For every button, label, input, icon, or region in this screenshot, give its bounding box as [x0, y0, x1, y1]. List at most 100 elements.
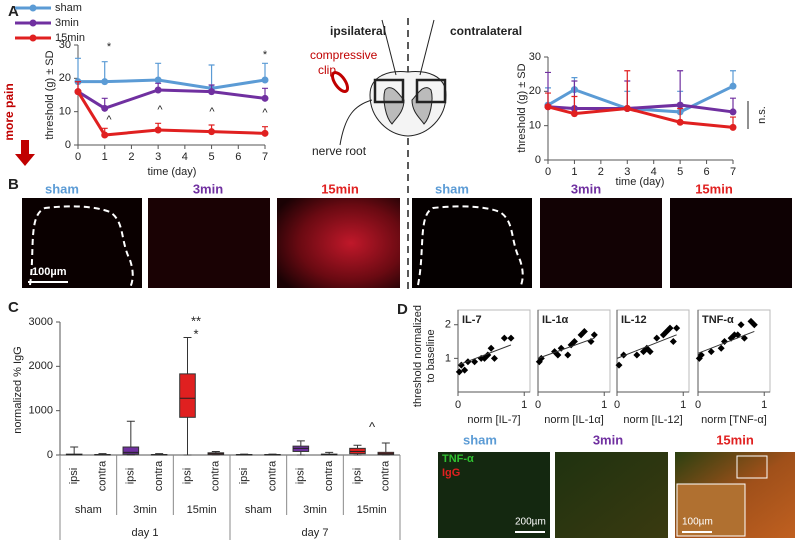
- x-tick-label: contra: [96, 460, 108, 491]
- x-tick-label: 5: [677, 166, 683, 178]
- data-point: [633, 351, 641, 359]
- data-point: [646, 348, 654, 356]
- x-tick-label: ipsi: [351, 468, 363, 485]
- x-tick-label: 2: [598, 166, 604, 178]
- x-tick-label: 1: [680, 399, 686, 411]
- data-point: [615, 361, 623, 369]
- panel-label: A: [8, 3, 19, 20]
- plot-title: IL-1α: [542, 314, 569, 326]
- image-label: 15min: [321, 181, 359, 196]
- data-point: [455, 368, 463, 376]
- x-tick-label: 0: [695, 399, 701, 411]
- x-tick-label: contra: [323, 460, 335, 491]
- x-tick-label: 4: [651, 166, 657, 178]
- image-label: 3min: [571, 181, 601, 196]
- x-tick-label: 1: [571, 166, 577, 178]
- x-tick-label: 1: [102, 151, 108, 163]
- fit-line: [616, 334, 677, 359]
- spinal-cord: [330, 19, 447, 146]
- y-axis-label: threshold (g) ± SD: [516, 63, 528, 152]
- x-axis-label: norm [IL-1α]: [544, 414, 604, 426]
- image-label: sham: [435, 181, 469, 196]
- data-point: [261, 129, 269, 137]
- data-point: [750, 321, 758, 329]
- day-label: day 1: [132, 527, 159, 539]
- annotation: *: [107, 41, 112, 53]
- x-tick-label: 0: [535, 399, 541, 411]
- x-tick-label: 1: [761, 399, 767, 411]
- group-label: 15min: [357, 504, 387, 516]
- x-tick-label: ipsi: [238, 468, 250, 485]
- data-point: [507, 334, 515, 342]
- data-point: [653, 334, 661, 342]
- image-label: sham: [463, 432, 497, 447]
- data-point: [154, 86, 162, 94]
- y-tick-label: 3000: [29, 316, 53, 328]
- x-tick-label: contra: [266, 460, 278, 491]
- data-point: [487, 344, 495, 352]
- y-tick-label: 10: [59, 106, 71, 118]
- data-point: [673, 324, 681, 332]
- x-axis-label: time (day): [148, 166, 197, 178]
- data-point: [490, 354, 498, 362]
- data-point: [717, 344, 725, 352]
- group-label: 3min: [303, 504, 327, 516]
- data-point: [729, 82, 737, 90]
- x-tick-label: 4: [182, 151, 188, 163]
- y-axis-label: to baseline: [425, 329, 437, 382]
- data-point: [729, 123, 737, 131]
- y-tick-label: 30: [529, 51, 541, 63]
- legend-swatch: [29, 34, 37, 42]
- x-tick-label: ipsi: [68, 468, 80, 485]
- x-axis-label: time (day): [616, 176, 665, 188]
- x-tick-label: 7: [262, 151, 268, 163]
- diagram-label: ipsilateral: [330, 24, 386, 38]
- histology-images: [22, 198, 792, 289]
- plot-title: IL-7: [462, 314, 482, 326]
- y-tick-label: 0: [65, 139, 71, 151]
- data-point: [564, 351, 572, 359]
- data-point: [737, 321, 745, 329]
- legend-label: sham: [55, 2, 82, 14]
- legend-swatch: [29, 19, 37, 27]
- data-point: [590, 331, 598, 339]
- y-tick-label: 20: [59, 72, 71, 84]
- fit-line: [537, 337, 595, 359]
- fit-line: [457, 344, 512, 366]
- data-point: [261, 94, 269, 102]
- x-tick-label: contra: [210, 460, 222, 491]
- scale-label: 200µm: [515, 517, 546, 528]
- legend-swatch: [29, 4, 37, 12]
- y-tick-label: 0: [47, 449, 53, 461]
- panel-label: C: [8, 299, 19, 316]
- annotation: ^: [262, 107, 268, 119]
- x-tick-label: 6: [235, 151, 241, 163]
- group-label: 15min: [187, 504, 217, 516]
- fit-line: [697, 330, 755, 354]
- data-point: [261, 76, 269, 84]
- x-axis-label: norm [IL-7]: [467, 414, 520, 426]
- x-axis-label: norm [IL-12]: [623, 414, 682, 426]
- diagram-label: compressive: [310, 48, 378, 62]
- image-label: sham: [45, 181, 79, 196]
- x-tick-label: 1: [601, 399, 607, 411]
- data-point: [623, 105, 631, 112]
- data-point: [669, 338, 677, 346]
- data-point: [734, 331, 742, 339]
- more-pain-label: more pain: [2, 83, 16, 140]
- annotation: ^: [369, 419, 376, 434]
- x-tick-label: contra: [153, 460, 165, 491]
- annotation: n.s.: [756, 106, 768, 124]
- data-point: [500, 334, 508, 342]
- y-axis-label: normalized % IgG: [12, 346, 24, 433]
- x-tick-label: 7: [730, 166, 736, 178]
- x-axis-label: norm [TNF-α]: [701, 414, 767, 426]
- stain-label: IgG: [442, 467, 460, 479]
- annotation: *: [263, 49, 268, 61]
- data-point: [154, 76, 162, 84]
- image-label: 3min: [193, 181, 223, 196]
- annotation: ^: [209, 106, 215, 118]
- data-point: [666, 324, 674, 332]
- box: [179, 373, 196, 418]
